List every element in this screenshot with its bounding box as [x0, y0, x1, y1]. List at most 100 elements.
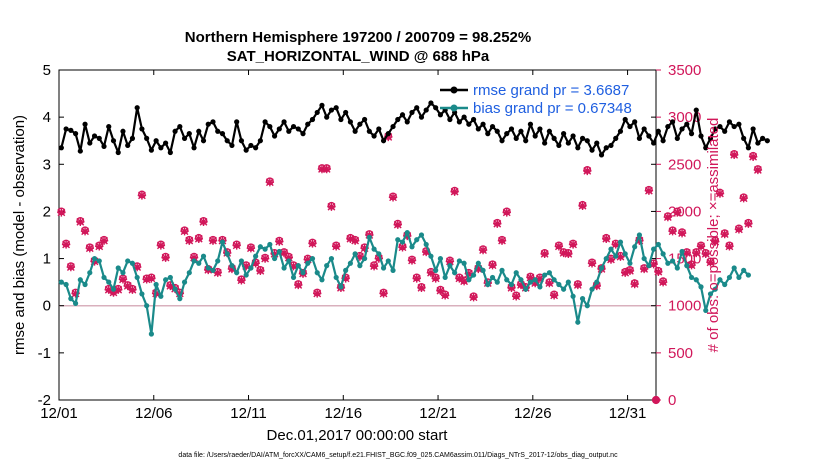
bias-point: [158, 293, 164, 299]
bias-point: [87, 270, 93, 276]
bias-point: [745, 272, 751, 278]
rmse-point: [248, 142, 254, 149]
rmse-point: [665, 123, 671, 130]
obs-endpoint-marker: [651, 395, 661, 405]
rmse-point: [172, 128, 178, 134]
bias-point: [163, 277, 169, 283]
bias-point: [461, 260, 467, 266]
obs-assimilated-marker: [142, 275, 151, 284]
rmse-point: [532, 133, 538, 139]
rmse-point: [527, 121, 534, 127]
rmse-point: [565, 140, 571, 146]
bias-point: [731, 265, 737, 271]
rmse-point: [229, 142, 235, 149]
rmse-point: [376, 126, 382, 132]
y2-tick-label: 500: [668, 345, 693, 362]
bias-point: [395, 237, 401, 243]
obs-assimilated-marker: [459, 277, 469, 286]
rmse-point: [470, 116, 477, 123]
obs-assimilated-marker: [194, 234, 203, 243]
obs-assimilated-marker: [123, 281, 132, 291]
bias-point: [513, 270, 519, 276]
obs-assimilated-marker: [450, 187, 459, 196]
legend-rmse-label: rmse grand pr = 3.6687: [473, 82, 629, 99]
obs-assimilated-marker: [559, 248, 568, 258]
bias-point: [641, 255, 647, 262]
bias-point: [205, 265, 211, 271]
bias-point: [546, 270, 552, 276]
rmse-point: [77, 148, 83, 154]
rmse-point: [319, 102, 325, 108]
obs-assimilated-marker: [530, 278, 540, 288]
obs-assimilated-marker: [331, 242, 341, 251]
rmse-point: [537, 126, 543, 132]
rmse-point: [632, 119, 638, 125]
rmse-point: [741, 135, 747, 141]
rmse-point: [243, 147, 249, 153]
obs-assimilated-marker: [696, 242, 706, 251]
bias-point: [276, 248, 282, 255]
bias-point: [423, 241, 429, 248]
obs-assimilated-marker: [422, 247, 431, 257]
rmse-point: [726, 119, 733, 125]
bias-point: [371, 246, 377, 252]
obs-assimilated-marker: [644, 186, 654, 195]
bias-point: [215, 258, 221, 264]
bias-point: [409, 244, 415, 250]
obs-assimilated-marker: [587, 259, 597, 268]
obs-assimilated-marker: [256, 266, 265, 276]
bias-point: [584, 303, 590, 309]
bias-point: [300, 270, 306, 276]
bias-point: [253, 253, 259, 259]
rmse-point: [267, 123, 273, 130]
rmse-point: [72, 131, 79, 137]
bias-point: [305, 260, 311, 266]
obs-assimilated-marker: [156, 241, 166, 250]
bias-point: [357, 263, 363, 269]
bias-point: [575, 319, 581, 325]
bias-point: [385, 258, 391, 264]
rmse-point: [153, 138, 159, 144]
obs-assimilated-marker: [260, 254, 270, 263]
bias-point: [234, 270, 240, 276]
bias-point: [271, 255, 278, 262]
obs-assimilated-marker: [739, 194, 748, 203]
obs-assimilated-marker: [137, 191, 147, 200]
rmse-point: [523, 138, 529, 144]
bias-point: [622, 251, 628, 257]
rmse-point: [679, 126, 685, 132]
bias-point: [651, 246, 657, 252]
obs-assimilated-marker: [516, 280, 526, 290]
rmse-point: [238, 138, 245, 144]
bias-point: [523, 286, 529, 292]
rmse-point: [688, 131, 695, 137]
rmse-point: [181, 135, 188, 141]
obs-assimilated-marker: [668, 227, 677, 236]
bias-point: [91, 255, 98, 262]
rmse-point: [281, 119, 287, 125]
obs-assimilated-marker: [573, 280, 583, 290]
y-axis-label: rmse and bias (model - observation): [11, 115, 28, 355]
rmse-point: [395, 116, 401, 123]
bias-point: [712, 286, 718, 292]
bias-point: [437, 255, 444, 262]
bias-point: [603, 255, 609, 262]
rmse-point: [362, 116, 368, 123]
obs-assimilated-marker: [95, 242, 104, 251]
bias-point: [556, 281, 562, 288]
legend: rmse grand pr = 3.6687 bias grand pr = 0…: [440, 82, 632, 117]
rmse-point: [224, 138, 230, 144]
obs-assimilated-marker: [147, 274, 156, 283]
rmse-point: [338, 116, 344, 123]
y-tick-label: -1: [38, 345, 51, 362]
rmse-point: [295, 126, 301, 132]
y2-tick-label: 0: [668, 392, 676, 409]
rmse-point: [494, 128, 500, 134]
bias-point: [608, 246, 614, 252]
rmse-point: [148, 147, 154, 153]
obs-assimilated-marker: [350, 236, 360, 245]
bias-point: [243, 272, 249, 278]
rmse-point: [731, 123, 737, 130]
bias-point: [655, 241, 661, 248]
